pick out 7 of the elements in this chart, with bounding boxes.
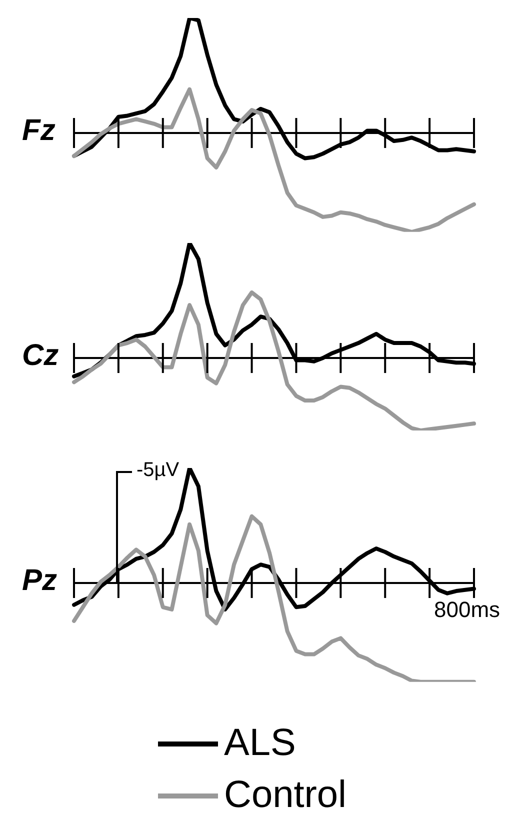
y-axis-title: Cz bbox=[22, 339, 59, 373]
y-axis-title: Fz bbox=[22, 114, 56, 148]
annotation: -5µV bbox=[136, 459, 180, 482]
legend-label: ALS bbox=[224, 722, 296, 766]
annotation: 800ms bbox=[434, 597, 500, 623]
legend-label: Control bbox=[224, 774, 346, 818]
y-axis-title: Pz bbox=[22, 564, 58, 598]
